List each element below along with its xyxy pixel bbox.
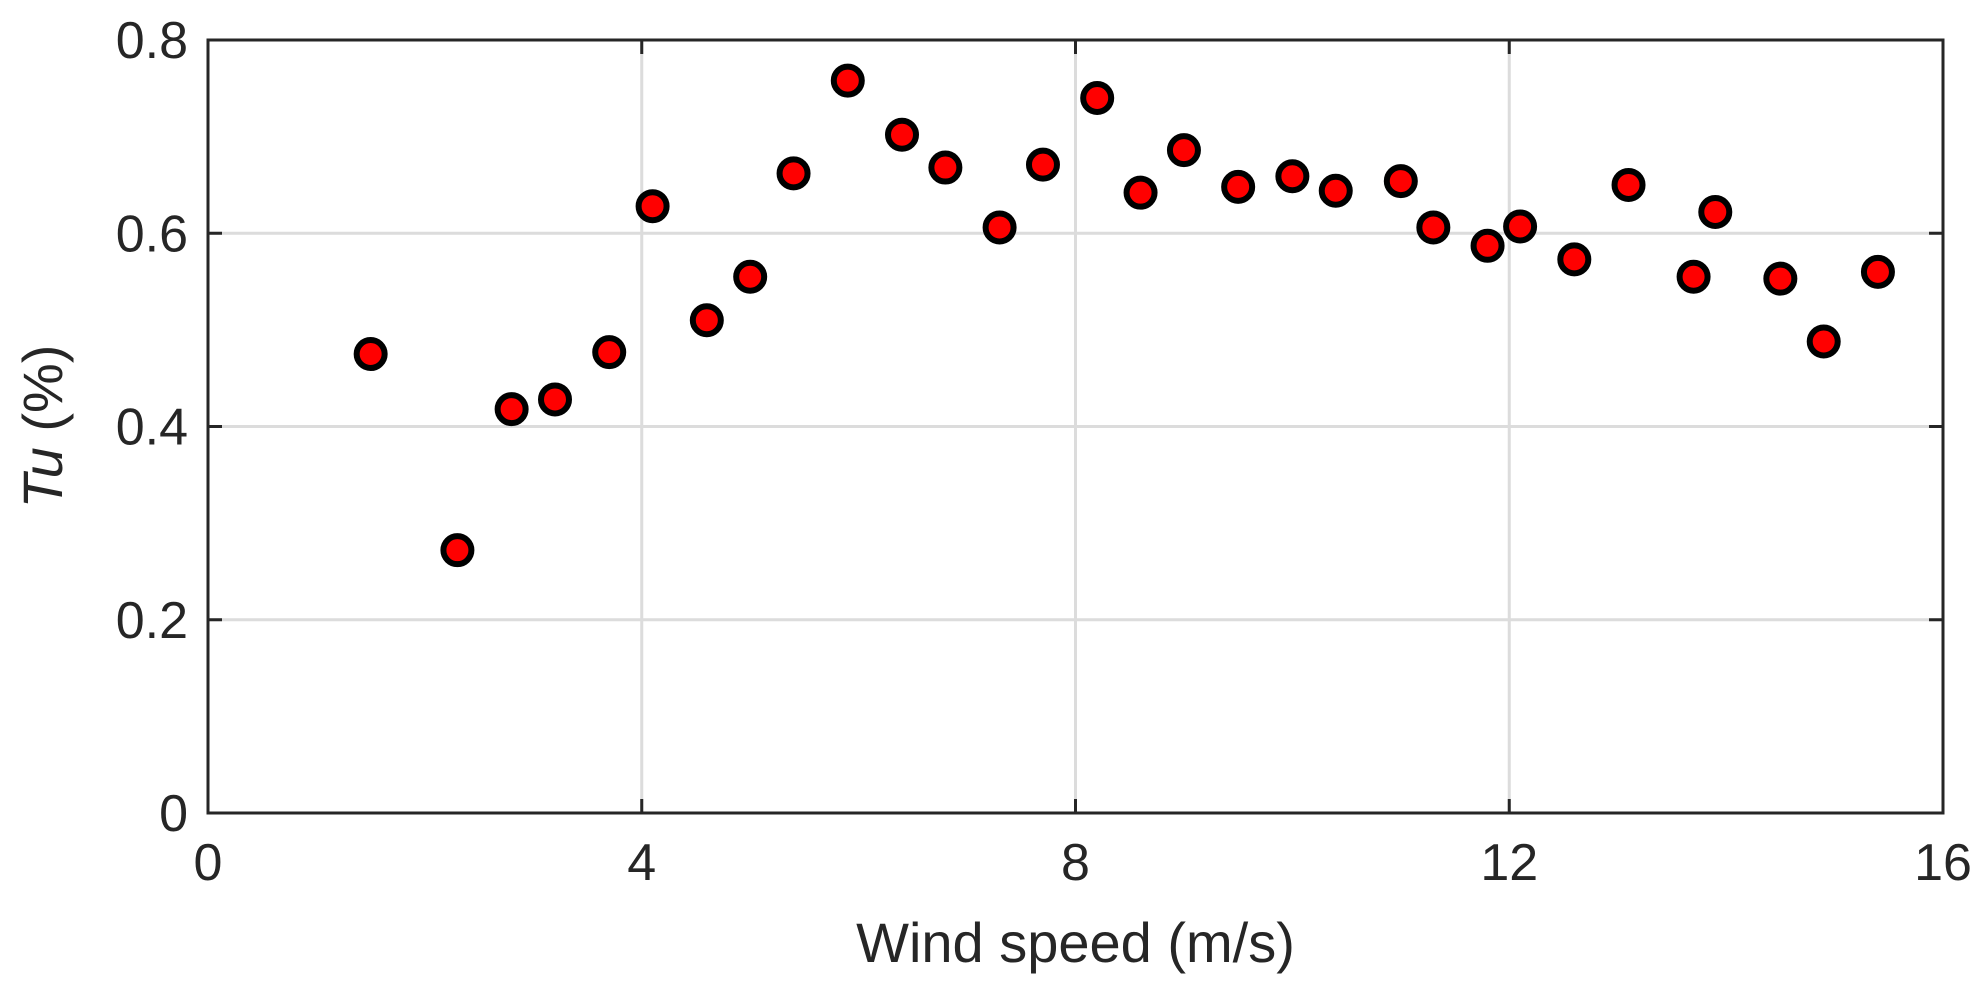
data-point — [494, 392, 529, 427]
data-point — [1763, 261, 1798, 296]
data-point — [885, 117, 919, 152]
data-point — [928, 150, 963, 185]
data-points — [353, 63, 1895, 568]
y-axis-label-unit: (%) — [11, 345, 74, 448]
x-tick-label: 0 — [194, 834, 223, 892]
y-tick-label: 0.2 — [116, 592, 188, 650]
data-point — [1221, 169, 1256, 204]
data-point — [1383, 164, 1418, 199]
x-tick-label: 8 — [1061, 834, 1090, 892]
data-point — [830, 63, 865, 98]
data-point — [1318, 173, 1353, 208]
data-point — [1611, 167, 1646, 202]
x-tick-label: 4 — [627, 834, 656, 892]
data-point — [689, 303, 724, 338]
data-point — [776, 156, 811, 191]
data-point — [440, 533, 475, 568]
data-point — [1698, 194, 1733, 229]
data-point — [733, 259, 768, 294]
data-point — [982, 210, 1017, 245]
y-tick-label: 0.6 — [116, 205, 188, 263]
data-point — [1676, 259, 1711, 294]
data-point — [635, 189, 670, 224]
x-tick-labels: 0 4 8 12 16 — [194, 834, 1972, 892]
grid-lines — [208, 40, 1943, 813]
y-axis-label-symbol: Tu — [11, 447, 74, 508]
data-point — [1123, 175, 1158, 210]
x-axis-label: Wind speed (m/s) — [856, 911, 1295, 974]
data-point — [1503, 209, 1538, 244]
data-point — [353, 337, 388, 372]
y-tick-labels: 0 0.2 0.4 0.6 0.8 — [116, 12, 188, 843]
plot-frame — [206, 38, 1945, 815]
data-point — [538, 382, 572, 417]
data-point — [1470, 228, 1505, 263]
data-point — [1416, 210, 1451, 245]
y-tick-label: 0 — [159, 785, 188, 843]
data-point — [1166, 133, 1201, 168]
data-point — [1275, 159, 1310, 194]
data-point — [1860, 254, 1895, 289]
y-axis-label: Tu (%) — [11, 345, 74, 509]
data-point — [1080, 80, 1115, 115]
data-point — [592, 335, 627, 370]
data-point — [1557, 242, 1592, 277]
y-tick-label: 0.8 — [116, 12, 188, 70]
x-tick-label: 16 — [1914, 834, 1972, 892]
x-tick-label: 12 — [1480, 834, 1538, 892]
data-point — [1025, 147, 1060, 182]
y-tick-label: 0.4 — [116, 399, 188, 457]
data-point — [1806, 324, 1841, 359]
